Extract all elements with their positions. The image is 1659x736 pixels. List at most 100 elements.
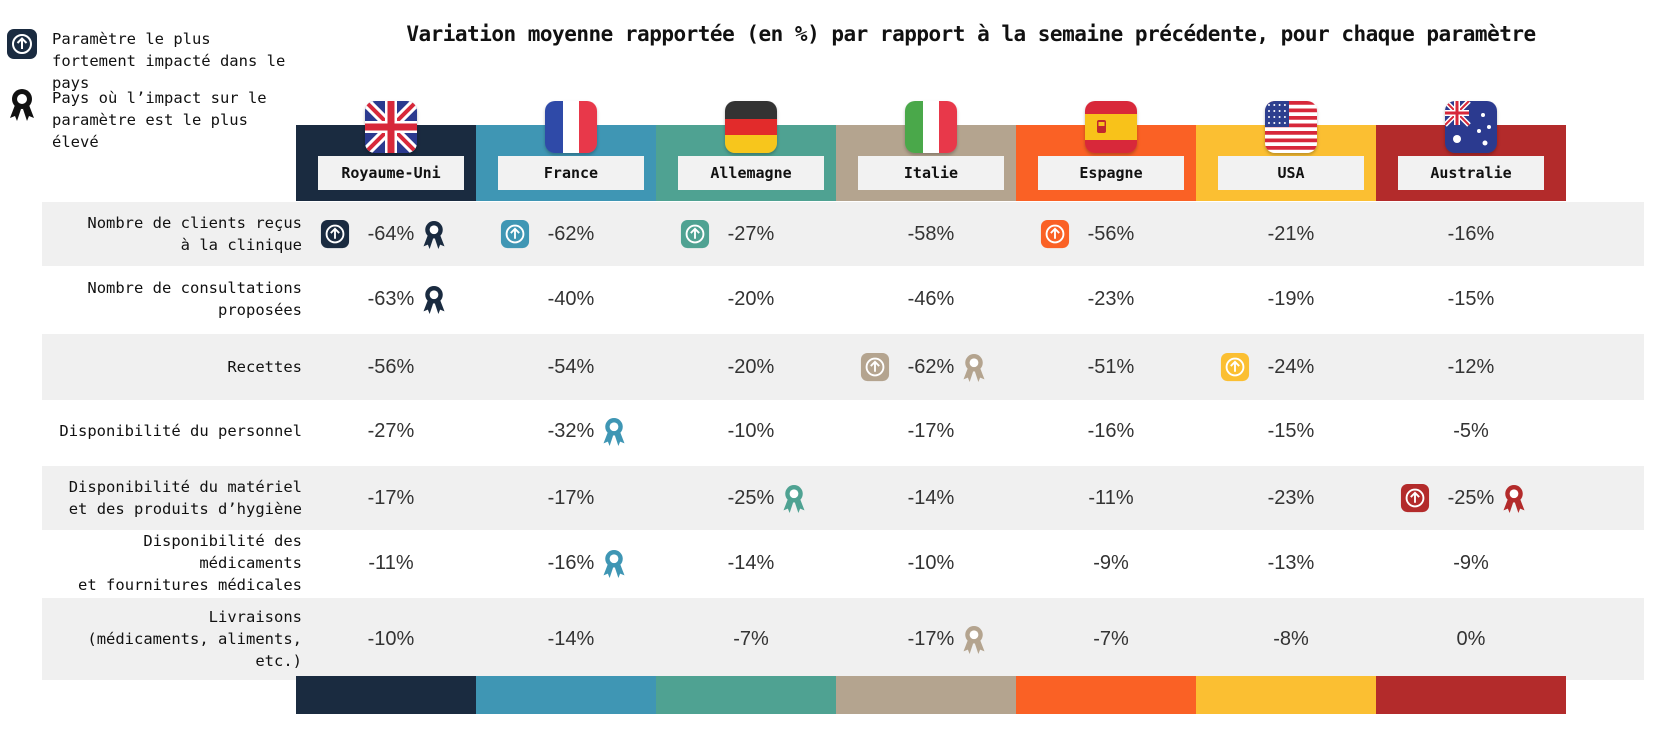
- arrow-up-circle-icon: [1220, 352, 1250, 382]
- row-label-line: (médicaments, aliments,: [87, 630, 302, 648]
- row-band: [42, 334, 1644, 400]
- table-cell: -15%: [1376, 268, 1566, 330]
- cell-value: -8%: [1273, 627, 1309, 650]
- legend-most-impacted-text: Paramètre le plus fortement impacté dans…: [52, 30, 286, 92]
- award-ribbon-icon: [963, 626, 985, 654]
- country-label: Allemagne: [678, 156, 824, 190]
- table-cell: -10%: [296, 598, 486, 680]
- row-label-line: Disponibilité du matériel: [68, 478, 302, 496]
- table-cell: -23%: [1016, 268, 1206, 330]
- cell-value: -7%: [1093, 627, 1129, 650]
- italy-flag-icon: [905, 101, 957, 153]
- table-cell: -56%: [296, 334, 486, 400]
- usa-flag-icon: [1265, 101, 1317, 153]
- cell-value: -11%: [1088, 486, 1134, 509]
- australia-flag-icon: [1445, 101, 1497, 153]
- cell-value: -20%: [727, 287, 775, 310]
- row-label-line: à la clinique: [180, 236, 302, 254]
- cell-value: -10%: [367, 627, 415, 650]
- table-cell: -16%: [1376, 202, 1566, 266]
- table-cell: -10%: [656, 400, 846, 462]
- cell-value: -17%: [367, 486, 415, 509]
- cell-value: -10%: [727, 419, 775, 442]
- award-ribbon-icon: [963, 354, 985, 382]
- award-ribbon-icon: [603, 418, 625, 446]
- uk-flag-icon: [365, 101, 417, 153]
- row-label: Livraisons (médicaments, aliments, etc.): [40, 598, 302, 680]
- cell-value: -63%: [367, 287, 415, 310]
- table-cell: -10%: [836, 532, 1026, 594]
- cell-value: -40%: [547, 287, 595, 310]
- table-cell: -32%: [476, 400, 666, 462]
- column-footer-bar: [1016, 676, 1206, 714]
- table-cell: -17%: [836, 400, 1026, 462]
- cell-value: -51%: [1087, 355, 1135, 378]
- cell-value: -17%: [907, 419, 955, 442]
- cell-value: -16%: [547, 551, 595, 574]
- cell-value: -7%: [733, 627, 769, 650]
- cell-value: 0%: [1456, 627, 1486, 650]
- cell-value: -10%: [907, 551, 955, 574]
- column-footer-bar: [1376, 676, 1566, 714]
- award-ribbon-icon: [423, 286, 445, 314]
- row-band: [42, 598, 1644, 680]
- table-cell: -14%: [836, 466, 1026, 530]
- cell-value: -27%: [367, 419, 415, 442]
- cell-value: -64%: [367, 222, 415, 245]
- table-cell: -46%: [836, 268, 1026, 330]
- table-cell: -11%: [1016, 466, 1206, 530]
- cell-value: -15%: [1447, 287, 1495, 310]
- award-ribbon-icon: [1503, 485, 1525, 513]
- cell-value: -23%: [1267, 486, 1315, 509]
- cell-value: -62%: [547, 222, 595, 245]
- legend-most-impacted: Paramètre le plus fortement impacté dans…: [6, 28, 302, 94]
- arrow-up-circle-icon: [680, 219, 710, 249]
- table-cell: -25%: [656, 466, 846, 530]
- row-label-line: etc.): [255, 652, 302, 670]
- table-cell: -11%: [296, 532, 486, 594]
- cell-value: -21%: [1267, 222, 1315, 245]
- table-cell: -7%: [1016, 598, 1206, 680]
- row-label-line: proposées: [218, 301, 302, 319]
- table-cell: -58%: [836, 202, 1026, 266]
- cell-value: -14%: [547, 627, 595, 650]
- column-footer-bar: [476, 676, 666, 714]
- row-label: Nombre de clients reçus à la clinique: [40, 202, 302, 266]
- country-label: France: [498, 156, 644, 190]
- row-label-line: et fournitures médicales: [78, 576, 302, 594]
- column-footer-bar: [836, 676, 1026, 714]
- cell-value: -20%: [727, 355, 775, 378]
- arrow-up-circle-icon: [1040, 219, 1070, 249]
- table-cell: -14%: [476, 598, 666, 680]
- cell-value: -56%: [1087, 222, 1135, 245]
- cell-value: -46%: [907, 287, 955, 310]
- table-cell: -63%: [296, 268, 486, 330]
- cell-value: -17%: [907, 627, 955, 650]
- table-cell: -15%: [1196, 400, 1386, 462]
- table-cell: -21%: [1196, 202, 1386, 266]
- table-cell: -9%: [1376, 532, 1566, 594]
- award-ribbon-icon: [603, 550, 625, 578]
- table-cell: -13%: [1196, 532, 1386, 594]
- arrow-up-circle-icon: [320, 219, 350, 249]
- table-cell: -16%: [1016, 400, 1206, 462]
- spain-flag-icon: [1085, 101, 1137, 153]
- award-ribbon-icon: [10, 89, 34, 121]
- cell-value: -54%: [547, 355, 595, 378]
- table-cell: -40%: [476, 268, 666, 330]
- cell-value: -56%: [367, 355, 415, 378]
- row-label-line: et des produits d’hygiène: [68, 500, 302, 518]
- country-label: Espagne: [1038, 156, 1184, 190]
- cell-value: -25%: [727, 486, 775, 509]
- row-label: Disponibilité du personnel: [40, 400, 302, 462]
- legend-highest-country: Pays où l’impact sur le paramètre est le…: [6, 87, 302, 153]
- table-cell: -20%: [656, 268, 846, 330]
- award-ribbon-icon: [423, 221, 445, 249]
- table-cell: -27%: [656, 202, 846, 266]
- table-cell: -14%: [656, 532, 846, 594]
- germany-flag-icon: [725, 101, 777, 153]
- table-cell: 0%: [1376, 598, 1566, 680]
- row-label: Nombre de consultations proposées: [40, 268, 302, 330]
- table-cell: -23%: [1196, 466, 1386, 530]
